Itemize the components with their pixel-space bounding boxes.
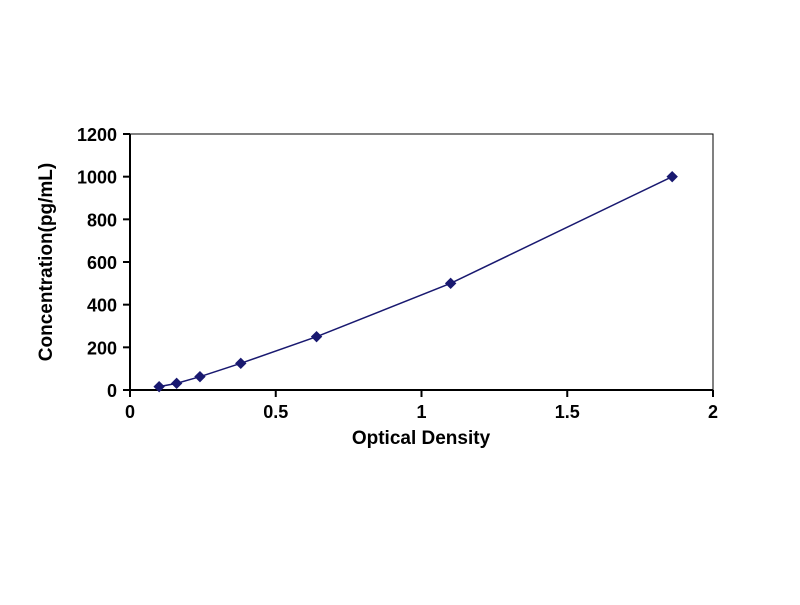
- y-tick-label: 0: [107, 381, 117, 401]
- y-tick-label: 200: [87, 338, 117, 358]
- y-tick-label: 600: [87, 253, 117, 273]
- y-tick-label: 800: [87, 210, 117, 230]
- y-tick-label: 1200: [77, 125, 117, 145]
- data-point-marker: [444, 277, 457, 290]
- y-tick-label: 400: [87, 296, 117, 316]
- x-axis-label: Optical Density: [352, 428, 491, 449]
- data-point-marker: [666, 170, 678, 183]
- data-point-marker: [194, 370, 206, 383]
- x-tick-label: 1.5: [555, 402, 580, 422]
- x-tick-label: 0.5: [263, 402, 288, 422]
- plot-frame: [129, 133, 714, 391]
- x-tick-label: 1: [416, 402, 426, 422]
- data-point-marker: [235, 357, 247, 370]
- y-axis-label: Concentration(pg/mL): [36, 163, 57, 361]
- y-tick-label: 1000: [77, 168, 117, 188]
- x-tick-label: 0: [125, 402, 135, 422]
- x-tick-label: 2: [708, 402, 718, 422]
- data-point-marker: [153, 380, 165, 393]
- data-point-marker: [310, 330, 323, 343]
- data-point-marker: [170, 377, 183, 390]
- plot-layer: 0 0.5 1 1.5 2 0 200 400 600 800 1000 1200: [77, 125, 718, 422]
- series-line: [159, 175, 673, 388]
